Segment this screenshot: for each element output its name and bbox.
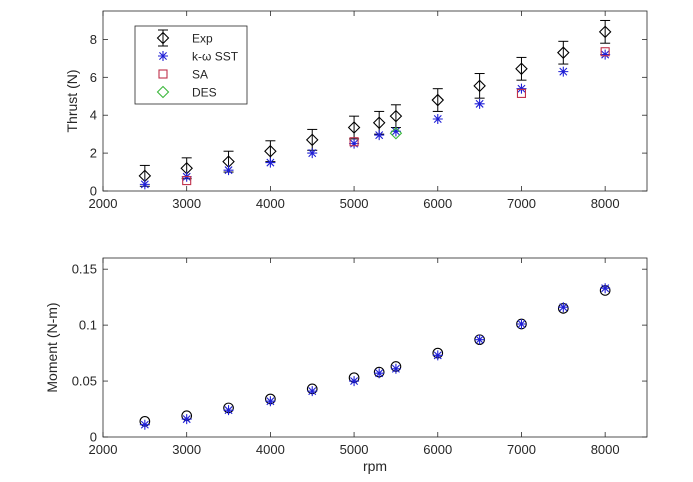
thrust-exp-point <box>372 116 386 130</box>
moment-x-tick-label: 3000 <box>172 442 201 457</box>
thrust-x-tick-label: 7000 <box>507 196 536 211</box>
moment-series-1-point <box>349 376 360 387</box>
thrust-exp-point <box>389 109 403 123</box>
moment-series-1-point <box>390 363 401 374</box>
moment-series-1-point <box>516 319 527 330</box>
moment-x-tick-label: 5000 <box>340 442 369 457</box>
thrust-sa-series <box>182 47 610 186</box>
thrust-k-sst-point <box>432 114 443 124</box>
thrust-exp-point <box>557 46 570 59</box>
thrust-k-sst-point <box>374 130 385 141</box>
thrust-k-sst-point <box>474 98 485 109</box>
thrust-y-tick-label: 0 <box>90 184 97 199</box>
thrust-legend-label-des: DES <box>192 86 217 100</box>
thrust-exp-point <box>598 25 612 39</box>
thrust-sa-point <box>349 137 359 147</box>
moment-y-axis-label: Moment (N-m) <box>44 302 60 392</box>
moment-plot-frame <box>102 257 648 438</box>
moment-series-1-series <box>139 283 611 430</box>
thrust-legend: Exp k-ω SST SA DES <box>134 25 248 105</box>
thrust-y-tick-label: 6 <box>90 70 97 85</box>
thrust-legend-label-sa: SA <box>192 68 208 82</box>
thrust-k-sst-point <box>516 83 527 94</box>
thrust-sa-point <box>182 176 192 186</box>
moment-series-1-point <box>223 405 234 416</box>
moment-series-1-point <box>181 414 192 425</box>
thrust-x-tick-label: 6000 <box>423 196 452 211</box>
thrust-sa-point <box>516 88 527 98</box>
thrust-legend-label-exp: Exp <box>192 32 213 46</box>
moment-x-axis-label: rpm <box>363 458 387 474</box>
moment-series-1-point <box>474 334 485 345</box>
thrust-k-sst-point <box>558 66 569 77</box>
thrust-sa-point <box>600 47 610 57</box>
thrust-des-point <box>389 126 403 140</box>
moment-series-1-point <box>265 396 276 407</box>
thrust-exp-point <box>515 62 528 76</box>
moment-series-1-point <box>600 283 611 294</box>
thrust-legend-marker-sa <box>158 69 168 79</box>
moment-y-tick-label: 0.1 <box>79 318 97 333</box>
thrust-legend-marker-exp <box>156 31 170 45</box>
moment-x-tick-label: 6000 <box>423 442 452 457</box>
thrust-exp-point <box>305 133 319 147</box>
thrust-k-sst-point <box>223 165 234 176</box>
thrust-des-series <box>389 126 403 140</box>
thrust-k-sst-point <box>349 138 360 149</box>
thrust-x-tick-label: 3000 <box>172 196 201 211</box>
thrust-exp-point <box>264 144 277 158</box>
thrust-k-sst-point <box>390 126 401 137</box>
moment-series-1-point <box>139 419 150 430</box>
moment-series-1-point <box>432 350 443 361</box>
thrust-legend-marker-des <box>156 85 170 99</box>
thrust-k-sst-point <box>265 157 276 168</box>
thrust-legend-box <box>134 25 248 105</box>
moment-x-tick-label: 7000 <box>507 442 536 457</box>
moment-series-1-point <box>374 368 385 379</box>
thrust-y-tick-label: 4 <box>90 108 97 123</box>
moment-x-tick-label: 4000 <box>256 442 285 457</box>
thrust-y-tick-label: 8 <box>90 32 97 47</box>
thrust-panel: 2000 3000 4000 5000 6000 7000 8000 0 2 4 6 8 Thrust … <box>64 10 648 211</box>
thrust-k-sst-point <box>307 148 318 159</box>
thrust-x-tick-label: 5000 <box>340 196 369 211</box>
moment-y-tick-label: 0 <box>90 430 97 445</box>
moment-series-1-point <box>558 302 569 313</box>
thrust-y-tick-label: 2 <box>90 146 97 161</box>
moment-y-tick-label: 0.05 <box>72 374 97 389</box>
thrust-legend-marker-k-sst <box>158 51 168 61</box>
thrust-exp-point <box>431 93 445 107</box>
thrust-exp-point <box>473 79 486 93</box>
moment-y-tick-label: 0.15 <box>72 262 97 277</box>
thrust-exp-point <box>347 121 361 134</box>
thrust-x-tick-label: 4000 <box>256 196 285 211</box>
moment-x-tick-label: 2000 <box>89 442 118 457</box>
thrust-legend-label-k-sst: k-ω SST <box>192 50 239 64</box>
thrust-k-sst-point <box>600 49 611 60</box>
moment-series-1-point <box>307 386 318 397</box>
thrust-x-tick-label: 2000 <box>89 196 118 211</box>
moment-x-tick-label: 8000 <box>591 442 620 457</box>
thrust-k-sst-point <box>139 179 150 190</box>
moment-panel: 2000 3000 4000 5000 6000 7000 8000 0 0.05 0.1 0.15… <box>44 257 648 474</box>
thrust-y-axis-label: Thrust (N) <box>64 70 80 133</box>
thrust-x-tick-label: 8000 <box>591 196 620 211</box>
